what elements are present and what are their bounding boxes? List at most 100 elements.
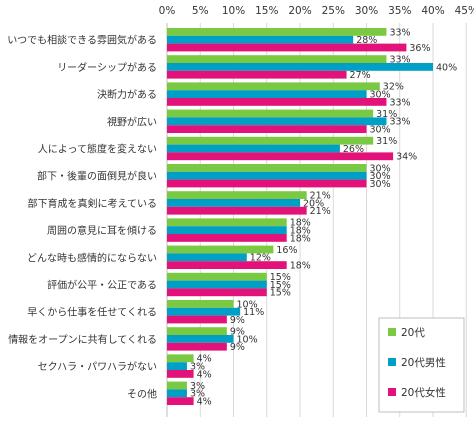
data-label: 33%: [389, 27, 410, 38]
bar: [167, 381, 187, 390]
bar: [167, 327, 227, 335]
data-label: 4%: [197, 354, 212, 365]
bar: [167, 288, 267, 297]
category-label: いつでも相談できる雰囲気がある: [7, 34, 157, 47]
category-label: 情報をオープンに共有してくれる: [8, 333, 157, 346]
bar: [167, 397, 194, 405]
bar: [167, 206, 307, 215]
x-tick-label: 40%: [421, 5, 444, 17]
bar: [167, 354, 194, 363]
bar: [167, 335, 234, 343]
bars: [167, 28, 433, 405]
bar: [167, 98, 387, 106]
bar: [167, 28, 387, 36]
data-label: 15%: [270, 288, 291, 299]
data-label: 30%: [370, 163, 391, 174]
category-label: 視野が広い: [107, 115, 157, 128]
data-label: 31%: [376, 109, 397, 120]
category-label: セクハラ・パワハラがない: [38, 360, 157, 373]
legend-swatch: [388, 328, 396, 336]
data-label: 12%: [250, 253, 271, 264]
bar: [167, 362, 187, 370]
category-labels: いつでも相談できる雰囲気があるリーダーシップがある決断力がある視野が広い人によっ…: [7, 34, 157, 401]
bar: [167, 300, 234, 308]
category-label: 決断力がある: [97, 88, 157, 101]
data-label: 9%: [230, 327, 245, 338]
data-label: 31%: [376, 136, 397, 147]
data-label: 16%: [276, 245, 297, 256]
bar: [167, 109, 374, 118]
legend: 20代 20代男性 20代女性: [378, 317, 465, 413]
bar: [167, 280, 267, 289]
bar: [167, 55, 387, 63]
data-label: 40%: [436, 62, 457, 73]
x-tick-label: 30%: [355, 5, 378, 17]
bar: [167, 117, 387, 126]
bar: [167, 199, 300, 207]
bar: [167, 245, 274, 254]
x-tick-label: 35%: [388, 5, 411, 17]
bar: [167, 43, 407, 52]
bar: [167, 70, 347, 79]
bar: [167, 261, 287, 269]
bar: [167, 144, 340, 153]
data-label: 18%: [290, 226, 311, 237]
x-tick-label: 10%: [222, 5, 245, 17]
data-label: 30%: [370, 90, 391, 101]
x-tick-label: 20%: [288, 5, 311, 17]
x-tick-label: 0%: [159, 5, 176, 17]
bar: [167, 125, 367, 133]
x-axis-ticks: 0% 5% 10% 15% 20% 25% 30% 35% 40% 45%: [159, 5, 474, 17]
data-label: 27%: [350, 70, 371, 81]
category-label: その他: [127, 387, 157, 400]
bar: [167, 315, 227, 324]
bar: [167, 82, 380, 91]
data-label: 3%: [190, 389, 205, 400]
legend-label: 20代女性: [401, 386, 446, 399]
bar: [167, 179, 367, 188]
bar: [167, 253, 247, 262]
data-label: 18%: [290, 218, 311, 229]
data-label: 3%: [190, 362, 205, 373]
data-label: 33%: [389, 117, 410, 128]
category-label: リーダーシップがある: [57, 61, 157, 74]
data-label: 32%: [383, 82, 404, 93]
data-label: 28%: [356, 35, 377, 46]
data-label: 15%: [270, 272, 291, 283]
data-label: 15%: [270, 280, 291, 291]
data-label: 11%: [243, 307, 264, 318]
legend-swatch: [388, 388, 396, 396]
bar: [167, 226, 287, 234]
data-label: 9%: [230, 315, 245, 326]
data-label: 20%: [303, 198, 324, 209]
category-label: 評価が公平・公正である: [47, 279, 157, 292]
data-label: 33%: [389, 97, 410, 108]
bar: [167, 234, 287, 242]
category-label: どんな時も感情的にならない: [27, 251, 157, 264]
legend-swatch: [388, 358, 396, 366]
category-label: 部下育成を真剣に考えている: [28, 197, 158, 210]
bar: [167, 63, 433, 71]
data-label: 9%: [230, 342, 245, 353]
data-label: 30%: [370, 171, 391, 182]
value-labels: 33%33%32%31%31%30%21%18%16%15%10%9%4%3%2…: [190, 27, 457, 407]
bar: [167, 191, 307, 199]
data-label: 33%: [389, 55, 410, 66]
bar: [167, 389, 187, 398]
data-label: 18%: [290, 261, 311, 272]
category-label: 部下・後輩の面倒見が良い: [37, 170, 157, 183]
data-label: 10%: [237, 334, 258, 345]
data-label: 4%: [197, 397, 212, 408]
data-label: 21%: [310, 206, 331, 217]
bar: [167, 307, 241, 316]
data-label: 4%: [197, 369, 212, 380]
bar: [167, 152, 394, 161]
bar: [167, 164, 367, 172]
bar: [167, 272, 267, 281]
data-label: 26%: [343, 144, 364, 155]
data-label: 21%: [310, 191, 331, 202]
x-tick-label: 25%: [322, 5, 345, 17]
category-label: 早くから仕事を任せてくれる: [27, 306, 157, 319]
legend-label: 20代: [401, 327, 425, 339]
